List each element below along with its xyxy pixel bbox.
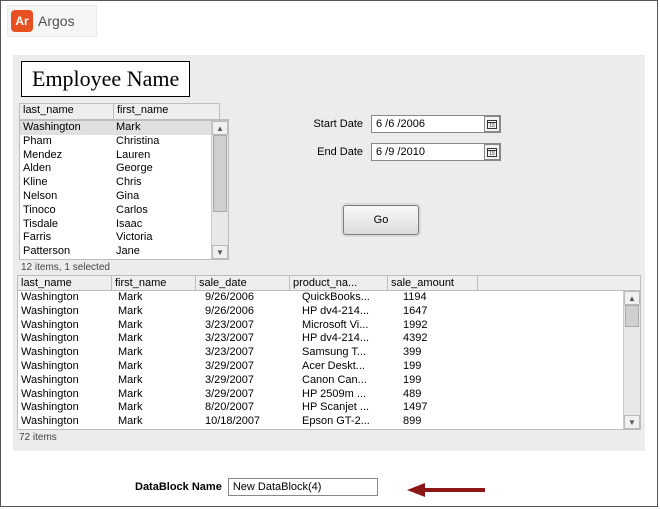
table-row[interactable]: WashingtonMark9/26/2006QuickBooks...1194 [18, 291, 623, 305]
scroll-thumb[interactable] [213, 135, 227, 212]
datablock-row: DataBlock Name [135, 478, 378, 496]
table-row[interactable]: TisdaleIsaac [20, 218, 211, 232]
table-row[interactable]: WashingtonMark8/20/2007HP Scanjet ...149… [18, 401, 623, 415]
employee-scrollbar[interactable]: ▲ ▼ [211, 121, 228, 259]
employee-list-body: WashingtonMarkPhamChristinaMendezLaurenA… [19, 120, 229, 260]
table-row[interactable]: KlineChris [20, 176, 211, 190]
sales-scrollbar[interactable]: ▲ ▼ [623, 291, 640, 429]
logo-badge: Ar [11, 10, 33, 32]
datablock-label: DataBlock Name [135, 481, 222, 493]
date-area: Start Date 6 /6 /2006 15 End Date 6 /9 /… [303, 113, 501, 169]
col-last-name[interactable]: last_name [19, 103, 114, 119]
calendar-icon[interactable]: 15 [484, 144, 500, 160]
sales-grid: last_name first_name sale_date product_n… [17, 275, 641, 443]
sales-header: last_name first_name sale_date product_n… [17, 275, 641, 291]
sales-body: WashingtonMark9/26/2006QuickBooks...1194… [17, 291, 641, 430]
start-date-input[interactable]: 6 /6 /2006 15 [371, 115, 501, 133]
annotation-arrow [407, 480, 487, 500]
scroll-thumb[interactable] [625, 305, 639, 327]
scroll-up-icon[interactable]: ▲ [624, 291, 640, 305]
table-row[interactable]: WashingtonMark3/29/2007Acer Deskt...199 [18, 360, 623, 374]
table-row[interactable]: TinocoCarlos [20, 204, 211, 218]
table-row[interactable]: WashingtonMark3/23/2007Samsung T...399 [18, 346, 623, 360]
table-row[interactable]: PattersonJane [20, 245, 211, 259]
employee-title: Employee Name [21, 61, 190, 97]
scroll-up-icon[interactable]: ▲ [212, 121, 228, 135]
logo-text: Argos [38, 13, 75, 29]
col-sale-last[interactable]: last_name [18, 276, 112, 290]
end-date-label: End Date [303, 146, 371, 158]
employee-status: 12 items, 1 selected [19, 260, 229, 273]
scroll-down-icon[interactable]: ▼ [624, 415, 640, 429]
table-row[interactable]: WashingtonMark3/23/2007Microsoft Vi...19… [18, 319, 623, 333]
col-sale-date[interactable]: sale_date [196, 276, 290, 290]
table-row[interactable]: PhamChristina [20, 135, 211, 149]
svg-text:15: 15 [489, 151, 495, 157]
table-row[interactable]: WashingtonMark [20, 121, 211, 135]
table-row[interactable]: WashingtonMark3/29/2007Canon Can...199 [18, 374, 623, 388]
calendar-icon[interactable]: 15 [484, 116, 500, 132]
table-row[interactable]: AldenGeorge [20, 162, 211, 176]
table-row[interactable]: NelsonGina [20, 190, 211, 204]
logo-bar: Ar Argos [7, 5, 97, 37]
sales-status: 72 items [17, 430, 641, 443]
scroll-down-icon[interactable]: ▼ [212, 245, 228, 259]
go-button[interactable]: Go [343, 205, 419, 235]
employee-list-header: last_name first_name [19, 103, 229, 120]
datablock-input[interactable] [228, 478, 378, 496]
table-row[interactable]: MendezLauren [20, 149, 211, 163]
end-date-value[interactable]: 6 /9 /2010 [372, 146, 484, 158]
svg-text:15: 15 [489, 123, 495, 129]
main-panel: Employee Name last_name first_name Washi… [13, 55, 645, 451]
start-date-label: Start Date [303, 118, 371, 130]
start-date-value[interactable]: 6 /6 /2006 [372, 118, 484, 130]
table-row[interactable]: WashingtonMark3/23/2007HP dv4-214...4392 [18, 332, 623, 346]
end-date-input[interactable]: 6 /9 /2010 15 [371, 143, 501, 161]
col-sale-first[interactable]: first_name [112, 276, 196, 290]
col-sale-product[interactable]: product_na... [290, 276, 388, 290]
table-row[interactable]: WashingtonMark10/18/2007Epson GT-2...899 [18, 415, 623, 429]
table-row[interactable]: WashingtonMark3/29/2007HP 2509m ...489 [18, 388, 623, 402]
table-row[interactable]: FarrisVictoria [20, 231, 211, 245]
col-sale-amount[interactable]: sale_amount [388, 276, 478, 290]
col-first-name[interactable]: first_name [114, 103, 220, 119]
table-row[interactable]: WashingtonMark9/26/2006HP dv4-214...1647 [18, 305, 623, 319]
employee-list: last_name first_name WashingtonMarkPhamC… [19, 103, 229, 273]
